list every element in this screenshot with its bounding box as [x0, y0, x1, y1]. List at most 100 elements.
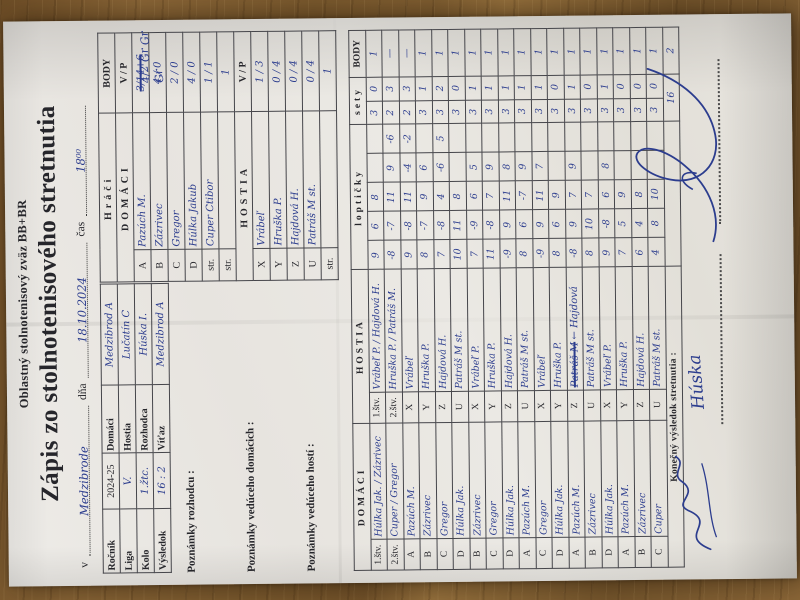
set-score: 7: [564, 180, 582, 210]
players-body-header: BODY: [97, 32, 116, 114]
final-score-guest: 2: [662, 27, 680, 74]
set-score: -6: [432, 152, 450, 183]
sets-home: 3: [514, 99, 532, 124]
match-info-table: Ročník 2024-25 Domáci Medzibrod A Liga V. Host…: [100, 283, 172, 574]
info-value: V.: [119, 453, 137, 509]
player-vp: 2 / 0: [165, 32, 184, 113]
set-score: [564, 122, 581, 152]
sets-guest: 0: [613, 74, 630, 99]
set-score: 9: [499, 210, 516, 240]
set-score: 11: [383, 182, 401, 212]
set-score: 11: [399, 182, 417, 212]
guest-leader-notes-label: Poznámky vedúceho hostí :: [304, 443, 318, 572]
set-score: 8: [498, 152, 516, 182]
sets-home: 3: [646, 97, 664, 122]
players-table: Hráči BODY DOMÁCI V / P A Pazúch M. 3/14+6 B Záz…: [97, 30, 339, 283]
set-score: 7: [482, 181, 500, 211]
match-point: 1: [579, 27, 597, 75]
player-name: Hruška P.: [268, 111, 287, 249]
set-score: 11: [482, 239, 500, 269]
match-info-column: Ročník 2024-25 Domáci Medzibrod A Liga V. Host…: [100, 280, 342, 574]
home-leader-notes-space: [255, 281, 292, 572]
upper-section: Ročník 2024-25 Domáci Medzibrod A Liga V. Host…: [97, 30, 342, 574]
guest-letter: U: [583, 389, 601, 421]
player-name: Vrábeľ: [251, 111, 270, 249]
home-player-name: Cuper: [649, 420, 668, 537]
set-score: [646, 121, 664, 151]
set-score: 5: [614, 209, 632, 239]
set-score: 9: [416, 182, 434, 212]
player-vp: 0 / 4: [267, 31, 286, 112]
set-score: 10: [581, 209, 599, 239]
home-player-name: Húlka Jak.: [550, 421, 569, 538]
home-letter: C: [436, 538, 454, 570]
set-score: 11: [531, 180, 549, 211]
set-score: 5: [432, 123, 449, 154]
sets-guest: 1: [497, 75, 515, 100]
crossed-name: Patráš M: [569, 341, 581, 388]
home-letter: B: [420, 538, 437, 570]
date-label: dňa: [76, 383, 90, 401]
match-point: 1: [414, 29, 432, 77]
set-score: [630, 150, 648, 181]
set-score: 9: [614, 180, 632, 210]
place-date-line: v Medzibrode dňa 18.10.2024 čas 18⁰⁰: [70, 33, 91, 574]
player-vp: 1: [216, 31, 235, 113]
guest-player-name: Patráš M st.: [516, 268, 534, 391]
form-title: Zápis zo stolnotenisového stretnutia: [32, 105, 65, 503]
player-name: Hajdová H.: [285, 111, 304, 248]
place-value-handwriting: Medzibrode: [76, 446, 92, 516]
match-point: 1: [563, 28, 581, 75]
sets-guest: 0: [646, 73, 663, 98]
home-letter: D: [551, 537, 569, 569]
home-player-name: Húlka Jak.: [600, 420, 618, 537]
referee-signature: Húska: [685, 354, 709, 410]
set-score: 9: [382, 153, 400, 183]
set-score: 8: [548, 238, 566, 268]
guest-player-name: Hajdová H.: [433, 268, 452, 392]
players-vp-header: V / P: [114, 32, 133, 114]
guest-letter: U: [649, 388, 667, 421]
domaci-header: DOMÁCI: [352, 423, 371, 571]
set-score: -9: [499, 239, 517, 269]
sets-home: 3: [448, 99, 466, 124]
match-point: 1: [497, 28, 515, 76]
set-score: [448, 123, 466, 153]
player-vp: 1 / 1: [199, 31, 218, 113]
players-section-title: DOMÁCI: [115, 113, 135, 282]
sets-guest: 1: [481, 75, 498, 100]
sets-home: 3: [497, 99, 515, 124]
set-score: 9: [598, 238, 616, 268]
set-score: 6: [631, 237, 649, 268]
set-score: -8: [433, 210, 450, 241]
players-title: Hráči: [98, 113, 118, 283]
sets-guest: 0: [629, 74, 647, 99]
match-point: 1: [431, 29, 449, 77]
sets-guest: 1: [415, 76, 432, 101]
sets-home: 3: [596, 98, 614, 123]
set-score: 9: [565, 209, 582, 239]
guest-letter: X: [599, 389, 617, 421]
home-letter: C: [535, 537, 553, 569]
set-score: [580, 151, 598, 181]
place-dotted-line: Medzibrode: [74, 406, 92, 557]
match-point: 1: [464, 29, 482, 77]
guest-letter: Y: [550, 390, 568, 422]
player-vp: 1 / 3: [250, 31, 269, 113]
set-score: 9: [481, 152, 499, 182]
home-letter: D: [502, 537, 520, 569]
set-score: -6: [382, 124, 400, 154]
guest-letter: 2.štv.: [385, 391, 403, 423]
player-letter: str.: [201, 248, 220, 282]
sets-home: 3: [481, 99, 499, 124]
sets-home: 3: [431, 100, 449, 125]
set-score: [498, 123, 515, 153]
set-score: [465, 123, 482, 153]
time-value-handwriting: 18⁰⁰: [73, 148, 88, 173]
info-label: Ročník: [102, 508, 121, 574]
guest-player-name: Patráš M st.: [648, 266, 666, 390]
set-score: -4: [399, 153, 417, 183]
set-score: 11: [498, 181, 516, 211]
sets-guest: 3: [398, 76, 416, 101]
